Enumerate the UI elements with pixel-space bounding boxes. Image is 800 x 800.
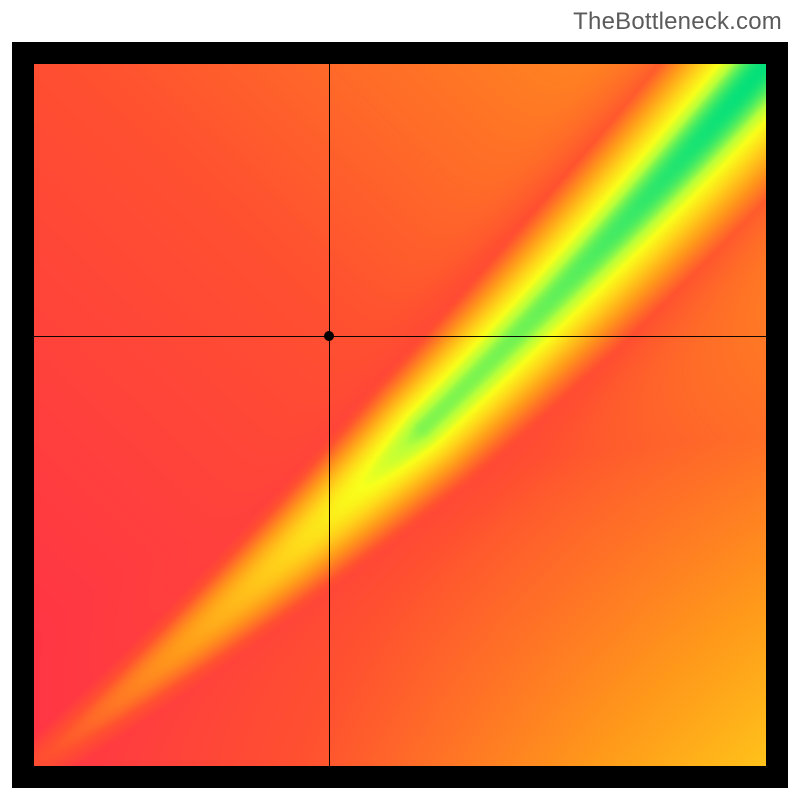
plot-frame [12,42,788,788]
heatmap-canvas [34,64,766,766]
chart-container: TheBottleneck.com [0,0,800,800]
crosshair-vertical [329,64,330,766]
crosshair-horizontal [34,336,766,337]
watermark-text: TheBottleneck.com [573,8,782,36]
crosshair-marker [324,331,334,341]
